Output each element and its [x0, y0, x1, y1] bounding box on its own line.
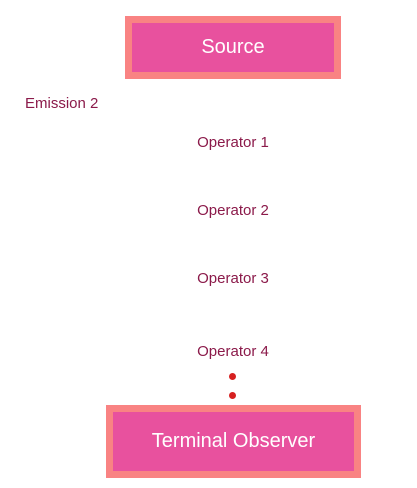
ellipsis-dot: [229, 373, 236, 380]
operator-3-label: Operator 3: [197, 270, 269, 287]
emission-label: Emission 2: [25, 95, 99, 112]
terminal-observer-box: Terminal Observer: [106, 405, 361, 478]
terminal-observer-label: Terminal Observer: [151, 430, 316, 452]
source-box: Source: [125, 16, 341, 79]
operator-2-label: Operator 2: [197, 202, 269, 219]
operator-1-label: Operator 1: [197, 134, 269, 151]
source-label: Source: [201, 36, 265, 58]
ellipsis-dot: [229, 392, 236, 399]
operator-4-label: Operator 4: [197, 343, 269, 360]
